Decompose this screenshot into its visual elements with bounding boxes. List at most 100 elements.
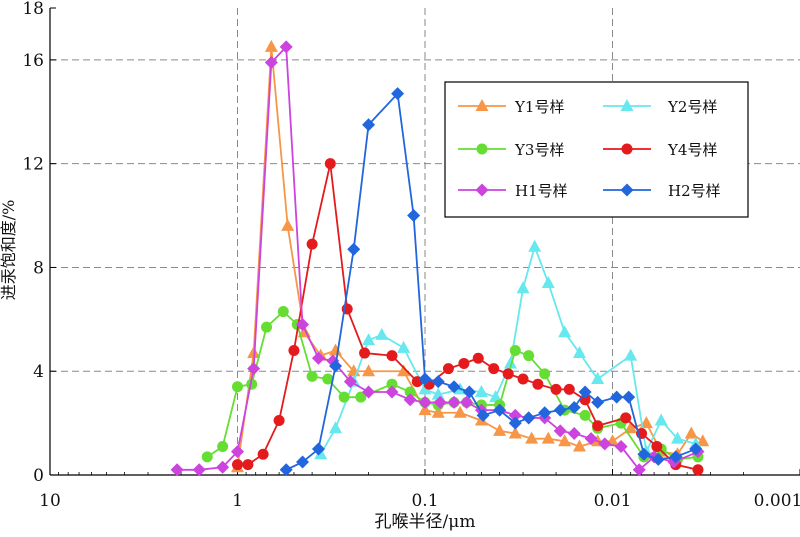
legend-item-5: H1号样: [458, 182, 568, 200]
data-point: [525, 431, 539, 444]
data-point: [343, 375, 357, 389]
data-point: [476, 408, 490, 422]
data-point: [192, 463, 206, 477]
data-point: [610, 390, 624, 404]
data-point: [578, 385, 592, 399]
data-point: [362, 333, 376, 346]
data-point: [261, 321, 273, 333]
data-point: [264, 55, 278, 69]
x-tick-label: 0.01: [594, 491, 632, 511]
data-point: [528, 239, 542, 252]
data-point: [508, 416, 522, 430]
data-point: [692, 464, 704, 476]
data-point: [273, 415, 285, 427]
data-point: [671, 431, 685, 444]
data-point: [541, 276, 555, 289]
data-point: [558, 434, 572, 447]
data-point: [651, 452, 665, 466]
data-point: [489, 390, 503, 403]
series-line: [319, 245, 696, 455]
data-point: [397, 364, 411, 377]
data-point: [375, 327, 389, 340]
data-point: [201, 451, 213, 463]
data-point: [579, 409, 591, 421]
data-point: [338, 391, 350, 403]
y-tick-label: 4: [33, 362, 44, 382]
legend: Y1号样 Y2号样 Y3号样 Y4号样 H1号样 H2号样: [444, 81, 749, 218]
data-point: [669, 450, 683, 464]
data-point: [329, 421, 343, 434]
data-point: [654, 413, 668, 426]
data-point: [651, 440, 663, 452]
legend-label: Y1号样: [514, 98, 564, 116]
data-point: [550, 383, 562, 395]
data-point: [493, 403, 507, 417]
data-point: [311, 351, 325, 365]
data-point: [362, 385, 376, 399]
data-point: [598, 437, 612, 451]
legend-label: Y4号样: [667, 141, 717, 159]
legend-item-3: Y3号样: [458, 141, 564, 159]
data-point: [359, 347, 371, 359]
data-point: [532, 378, 544, 390]
legend-marker: [620, 99, 634, 111]
y-tick-label: 12: [22, 155, 44, 175]
data-point: [488, 363, 500, 375]
data-point: [170, 463, 184, 477]
data-point: [296, 318, 310, 332]
data-point: [696, 434, 710, 447]
data-point: [553, 403, 567, 417]
data-point: [539, 368, 551, 380]
series-5: [170, 40, 705, 477]
y-tick-label: 8: [33, 258, 44, 278]
legend-marker: [475, 99, 489, 111]
data-point: [460, 395, 474, 409]
data-point: [493, 423, 507, 436]
data-point: [418, 372, 432, 386]
data-point: [431, 405, 445, 418]
x-tick-label: 1: [232, 491, 243, 511]
legend-marker: [476, 143, 488, 155]
data-point: [684, 426, 698, 439]
data-point: [247, 362, 261, 376]
data-point: [508, 408, 522, 422]
data-point: [523, 350, 535, 362]
data-point: [442, 363, 454, 375]
data-point: [637, 447, 651, 461]
data-point: [329, 359, 343, 373]
data-point: [431, 387, 445, 400]
data-point: [418, 382, 432, 395]
data-point: [322, 373, 334, 385]
legend-label: Y2号样: [667, 98, 717, 116]
data-point: [472, 352, 484, 364]
legend-label: H2号样: [668, 182, 721, 200]
data-point: [689, 442, 703, 456]
data-point: [508, 426, 522, 439]
data-point: [242, 459, 254, 471]
y-tick-label: 16: [22, 51, 44, 71]
data-point: [591, 372, 605, 385]
series-line: [237, 162, 699, 471]
data-point: [407, 209, 421, 223]
series-2: [314, 239, 703, 460]
legend-item-2: Y2号样: [603, 98, 717, 116]
data-point: [509, 344, 521, 356]
data-point: [288, 344, 300, 356]
y-tick-label: 0: [33, 466, 44, 486]
data-point: [347, 242, 361, 256]
legend-item-6: H2号样: [603, 182, 721, 200]
data-point: [622, 390, 636, 404]
series-4: [232, 158, 704, 476]
legend-label: H1号样: [515, 182, 568, 200]
data-point: [431, 375, 445, 389]
data-point: [362, 118, 376, 132]
data-point: [462, 385, 476, 399]
data-point: [447, 395, 461, 409]
legend-marker: [475, 183, 489, 197]
data-point: [624, 421, 638, 434]
data-point: [639, 416, 653, 429]
data-point: [232, 381, 243, 393]
data-point: [433, 395, 447, 409]
